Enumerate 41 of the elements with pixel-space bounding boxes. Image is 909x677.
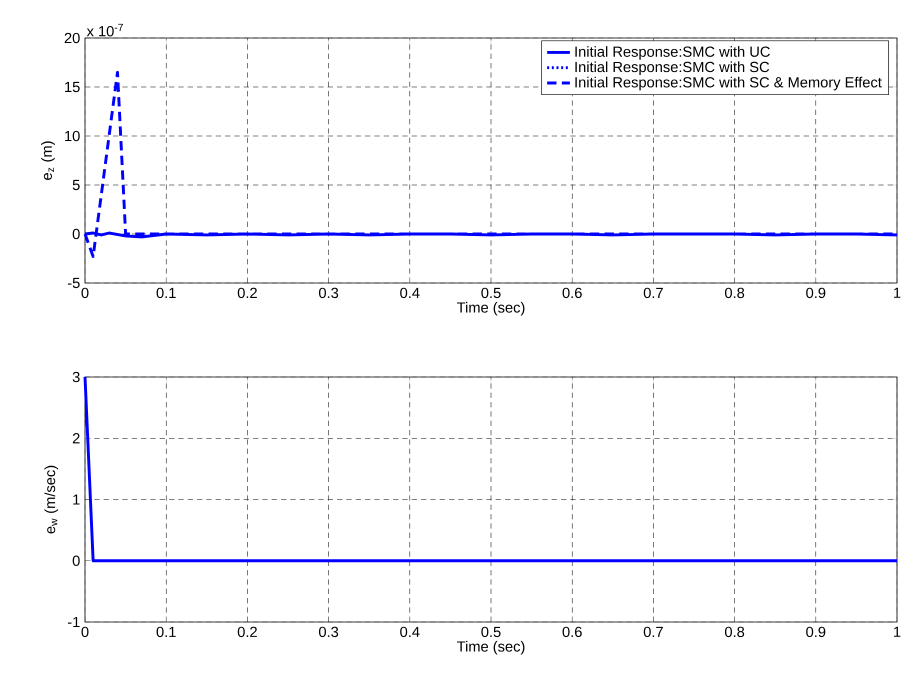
x-tick-label: 0.3 [318,288,338,298]
x-tick-label: 0.8 [724,288,744,298]
x-tick-label: 0.6 [562,288,582,298]
y-tick-label: 10 [65,130,80,142]
y-axis-title: e$_{w}$ (m/sec) [44,466,58,534]
x-tick-label: 0 [81,288,88,298]
x-tick-label: 0.9 [806,626,826,638]
x-tick-label: 0.2 [238,626,257,638]
x-tick-label: 0 [81,626,88,638]
y-tick-label: 20 [64,32,80,44]
y-tick-label: 0 [72,556,80,566]
x-tick-label: 0.2 [238,288,257,298]
x-tick-label: 0.4 [400,288,420,298]
x-tick-label: 0.1 [156,626,176,638]
x-axis-title: Time (sec) [456,302,524,316]
x-tick-label: 0.1 [156,288,176,298]
legend-label: Initial Response:SMC with SC [575,61,770,76]
y-tick-label: 15 [65,82,80,92]
y-tick-label: 0 [72,228,80,240]
y-tick-label: 2 [72,433,80,444]
text: x 10$^{-7}$ [86,24,123,36]
y-tick-label: 1 [73,494,80,505]
x-tick-label: 1 [894,288,900,298]
x-tick-label: 0.7 [644,626,663,638]
x-tick-label: 0.8 [724,626,744,638]
x-tick-label: 0.7 [644,288,663,298]
legend-label: Initial Response:SMC with UC [575,46,770,60]
y-tick-label: 3 [72,372,80,382]
y-axis-title: e$_{z}$ (m) [41,141,55,180]
x-tick-label: 0.3 [318,626,338,638]
x-tick-label: 0.9 [806,288,826,298]
x-tick-label: 0.5 [481,288,501,298]
x-tick-label: 0.5 [481,626,501,638]
y-tick-label: -1 [68,616,80,628]
x-axis-title: Time (sec) [456,640,524,655]
x-tick-label: 0.4 [400,626,420,638]
x-tick-label: 1 [894,626,900,637]
y-tick-label: -5 [68,278,80,288]
y-tick-label: 5 [72,180,80,190]
legend-label: Initial Response:SMC with SC & Memory Effect [575,76,882,90]
x-tick-label: 0.6 [562,626,582,638]
